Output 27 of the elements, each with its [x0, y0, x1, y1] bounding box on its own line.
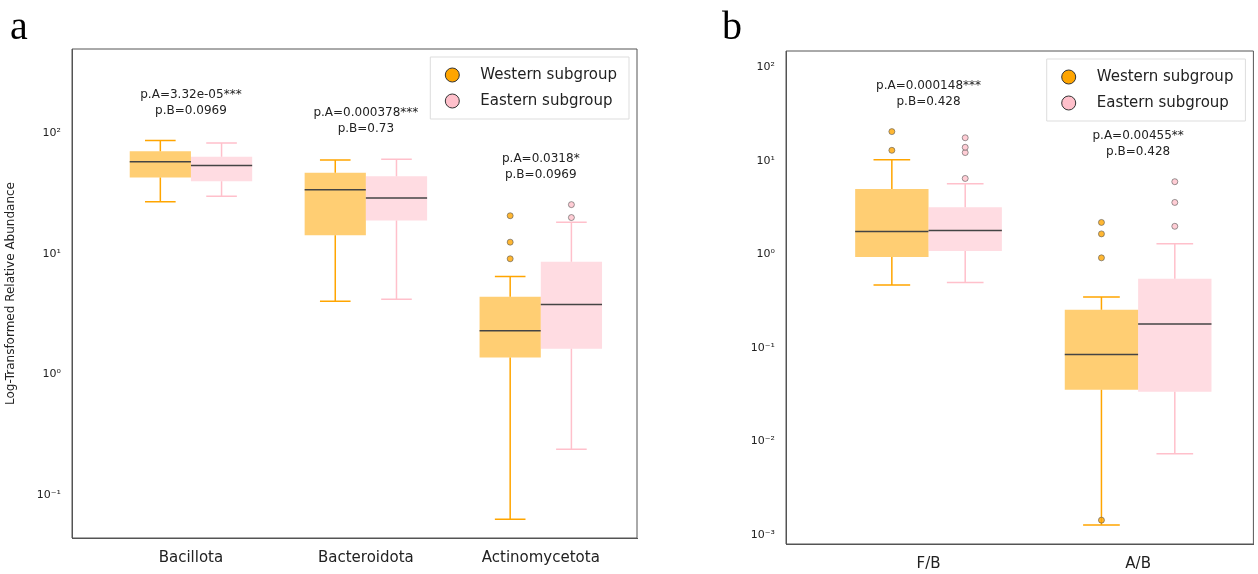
- y-axis-title: Log-Transformed Relative Abundance: [3, 182, 18, 405]
- y-tick-label: 10²: [42, 126, 61, 140]
- legend-label: Western subgroup: [480, 64, 618, 83]
- legend-label: Western subgroup: [1096, 66, 1234, 85]
- x-tick-label: Bacillota: [158, 547, 224, 566]
- y-tick-label: 10⁰: [756, 247, 776, 261]
- legend-label: Eastern subgroup: [1096, 92, 1229, 111]
- annotation: p.A=3.32e-05*** p.B=0.0969: [140, 86, 242, 117]
- chart-title: a: [10, 2, 28, 49]
- y-tick-label: 10²: [756, 60, 775, 74]
- y-tick-label: 10⁻¹: [750, 340, 775, 354]
- annotation: p.A=0.000148*** p.B=0.428: [876, 77, 981, 108]
- chart-title: b: [722, 2, 742, 49]
- x-tick-label: Bacteroidota: [317, 547, 414, 566]
- y-tick-label: 10⁻¹: [36, 487, 61, 501]
- annotation: p.A=0.0318* p.B=0.0969: [501, 150, 580, 181]
- annotation: p.A=0.000378*** p.B=0.73: [313, 105, 419, 136]
- x-tick-label: Actinomycetota: [481, 547, 600, 566]
- x-tick-label: A/B: [1125, 553, 1151, 572]
- y-tick-label: 10⁻³: [750, 527, 775, 541]
- y-tick-label: 10¹: [42, 246, 61, 260]
- y-tick-label: 10⁰: [42, 367, 62, 381]
- x-tick-label: F/B: [916, 553, 941, 572]
- y-tick-label: 10⁻²: [750, 434, 775, 448]
- annotation: p.A=0.00455** p.B=0.428: [1092, 127, 1184, 158]
- y-tick-label: 10¹: [756, 153, 775, 167]
- legend-label: Eastern subgroup: [480, 90, 613, 109]
